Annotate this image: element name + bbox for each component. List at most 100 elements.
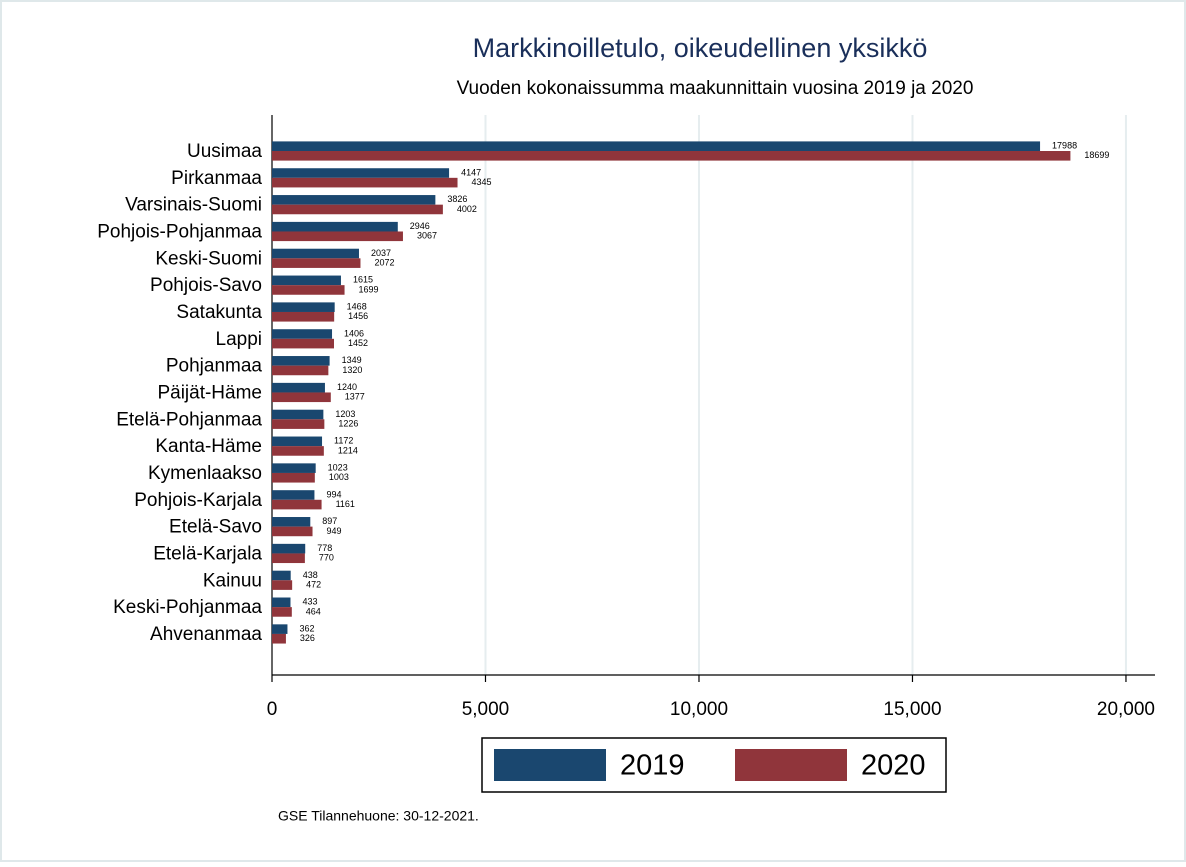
bar xyxy=(272,356,330,366)
value-label: 4002 xyxy=(457,204,477,214)
y-tick-label: Pohjois-Savo xyxy=(150,275,262,296)
x-tick-label: 15,000 xyxy=(883,699,941,720)
legend-swatch xyxy=(494,749,606,781)
bar xyxy=(272,436,323,447)
value-label: 1226 xyxy=(338,418,358,428)
legend-label: 2020 xyxy=(861,750,926,782)
bar xyxy=(272,526,313,537)
value-label: 897 xyxy=(322,516,337,526)
bar xyxy=(272,195,436,205)
y-tick-label: Etelä-Savo xyxy=(169,517,262,538)
value-label: 1214 xyxy=(338,445,358,455)
bar xyxy=(272,168,450,178)
value-label: 362 xyxy=(299,624,314,634)
bar xyxy=(272,570,291,581)
value-label: 1377 xyxy=(345,392,365,402)
y-tick-label: Pirkanmaa xyxy=(171,168,262,189)
bar xyxy=(272,248,359,259)
y-tick-label: Keski-Suomi xyxy=(155,248,262,269)
bar xyxy=(272,490,315,500)
y-tick-label: Pohjanmaa xyxy=(166,356,263,377)
value-label: 1456 xyxy=(348,311,368,321)
y-tick-label: Keski-Pohjanmaa xyxy=(113,597,262,618)
y-tick-label: Uusimaa xyxy=(187,141,262,162)
value-label: 1406 xyxy=(344,328,364,338)
value-label: 949 xyxy=(327,526,342,536)
bar xyxy=(272,553,305,564)
value-label: 17988 xyxy=(1052,141,1077,151)
bar xyxy=(272,365,329,376)
bar xyxy=(272,382,325,393)
value-label: 472 xyxy=(306,579,321,589)
bar xyxy=(272,151,1071,161)
bar xyxy=(272,624,288,634)
y-tick-label: Lappi xyxy=(216,329,263,350)
value-label: 326 xyxy=(300,633,315,643)
note: GSE Tilannehuone: 30-12-2021. xyxy=(278,808,479,824)
legend-swatch xyxy=(735,749,847,781)
x-tick-label: 0 xyxy=(267,699,278,720)
value-label: 1203 xyxy=(335,409,355,419)
value-label: 1349 xyxy=(342,355,362,365)
value-label: 2946 xyxy=(410,221,430,231)
bar xyxy=(272,204,443,215)
value-label: 1023 xyxy=(328,463,348,473)
value-label: 770 xyxy=(319,553,334,563)
bar xyxy=(272,607,292,617)
value-label: 4345 xyxy=(472,177,492,187)
y-tick-label: Pohjois-Karjala xyxy=(134,490,262,511)
value-label: 1615 xyxy=(353,275,373,285)
y-tick-label: Kainuu xyxy=(203,570,262,591)
chart-title: Markkinoilletulo, oikeudellinen yksikkö xyxy=(473,33,928,63)
value-label: 1003 xyxy=(329,472,349,482)
y-tick-label: Pohjois-Pohjanmaa xyxy=(97,222,262,243)
bar xyxy=(272,543,306,554)
y-tick-label: Etelä-Karjala xyxy=(153,543,262,564)
y-tick-label: Kanta-Häme xyxy=(155,436,262,457)
bar xyxy=(272,275,341,286)
value-label: 1320 xyxy=(342,365,362,375)
value-label: 994 xyxy=(326,489,341,499)
bar xyxy=(272,409,324,420)
legend-label: 2019 xyxy=(620,750,685,782)
bar xyxy=(272,499,322,510)
value-label: 1172 xyxy=(334,436,353,446)
bar xyxy=(272,177,458,188)
y-tick-label: Varsinais-Suomi xyxy=(125,195,262,216)
value-label: 1468 xyxy=(347,302,367,312)
bar xyxy=(272,311,335,322)
x-tick-label: 20,000 xyxy=(1097,699,1155,720)
value-label: 1699 xyxy=(359,284,379,294)
y-tick-label: Päijät-Häme xyxy=(157,382,262,403)
bar xyxy=(272,231,403,242)
bar xyxy=(272,472,315,483)
value-label: 2072 xyxy=(374,257,394,267)
y-tick-label: Etelä-Pohjanmaa xyxy=(116,409,262,430)
bar xyxy=(272,141,1041,151)
bar xyxy=(272,221,398,232)
bar xyxy=(272,338,334,349)
value-label: 778 xyxy=(317,543,332,553)
value-label: 4147 xyxy=(461,167,481,177)
x-tick-label: 10,000 xyxy=(670,699,728,720)
value-label: 464 xyxy=(306,606,321,616)
y-tick-label: Satakunta xyxy=(176,302,262,323)
bar xyxy=(272,517,311,527)
bar xyxy=(272,446,324,456)
value-label: 438 xyxy=(303,570,318,580)
bar xyxy=(272,580,293,590)
value-label: 3067 xyxy=(417,231,437,241)
x-tick-label: 5,000 xyxy=(462,699,510,720)
value-label: 1240 xyxy=(337,382,357,392)
value-label: 3826 xyxy=(447,194,467,204)
value-label: 1161 xyxy=(336,499,355,509)
bar xyxy=(272,258,361,268)
bar xyxy=(272,419,325,429)
value-label: 1452 xyxy=(348,338,368,348)
y-tick-label: Kymenlaakso xyxy=(148,463,262,484)
value-label: 433 xyxy=(302,597,317,607)
bar xyxy=(272,285,345,295)
bar xyxy=(272,329,333,339)
